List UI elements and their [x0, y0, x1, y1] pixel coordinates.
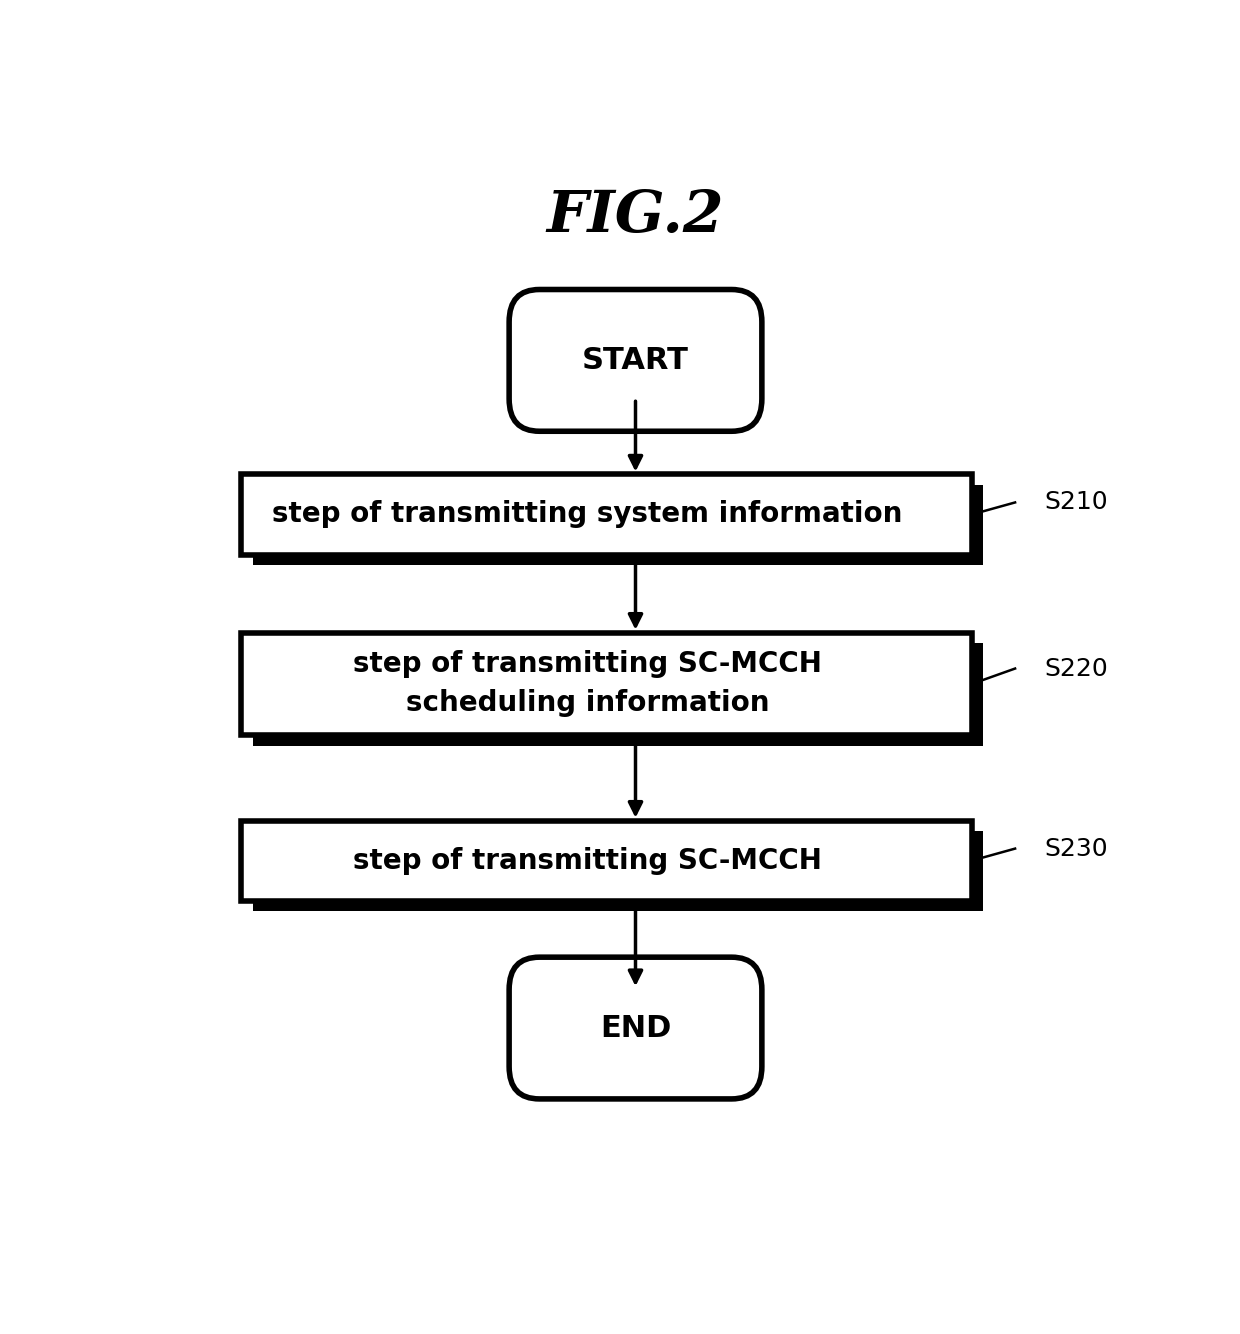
FancyBboxPatch shape	[242, 475, 972, 555]
Text: FIG.2: FIG.2	[547, 188, 724, 245]
FancyBboxPatch shape	[253, 484, 983, 564]
Text: step of transmitting SC-MCCH: step of transmitting SC-MCCH	[353, 847, 822, 875]
Text: S210: S210	[1044, 491, 1107, 515]
Text: S220: S220	[1044, 656, 1107, 680]
FancyBboxPatch shape	[253, 643, 983, 746]
Text: START: START	[582, 346, 689, 375]
Text: S230: S230	[1044, 836, 1107, 860]
FancyBboxPatch shape	[253, 831, 983, 911]
Text: step of transmitting SC-MCCH
scheduling information: step of transmitting SC-MCCH scheduling …	[353, 651, 822, 718]
FancyBboxPatch shape	[242, 820, 972, 900]
FancyBboxPatch shape	[510, 958, 761, 1099]
Text: step of transmitting system information: step of transmitting system information	[273, 500, 903, 528]
FancyBboxPatch shape	[510, 289, 761, 431]
Text: END: END	[600, 1014, 671, 1043]
FancyBboxPatch shape	[242, 632, 972, 735]
